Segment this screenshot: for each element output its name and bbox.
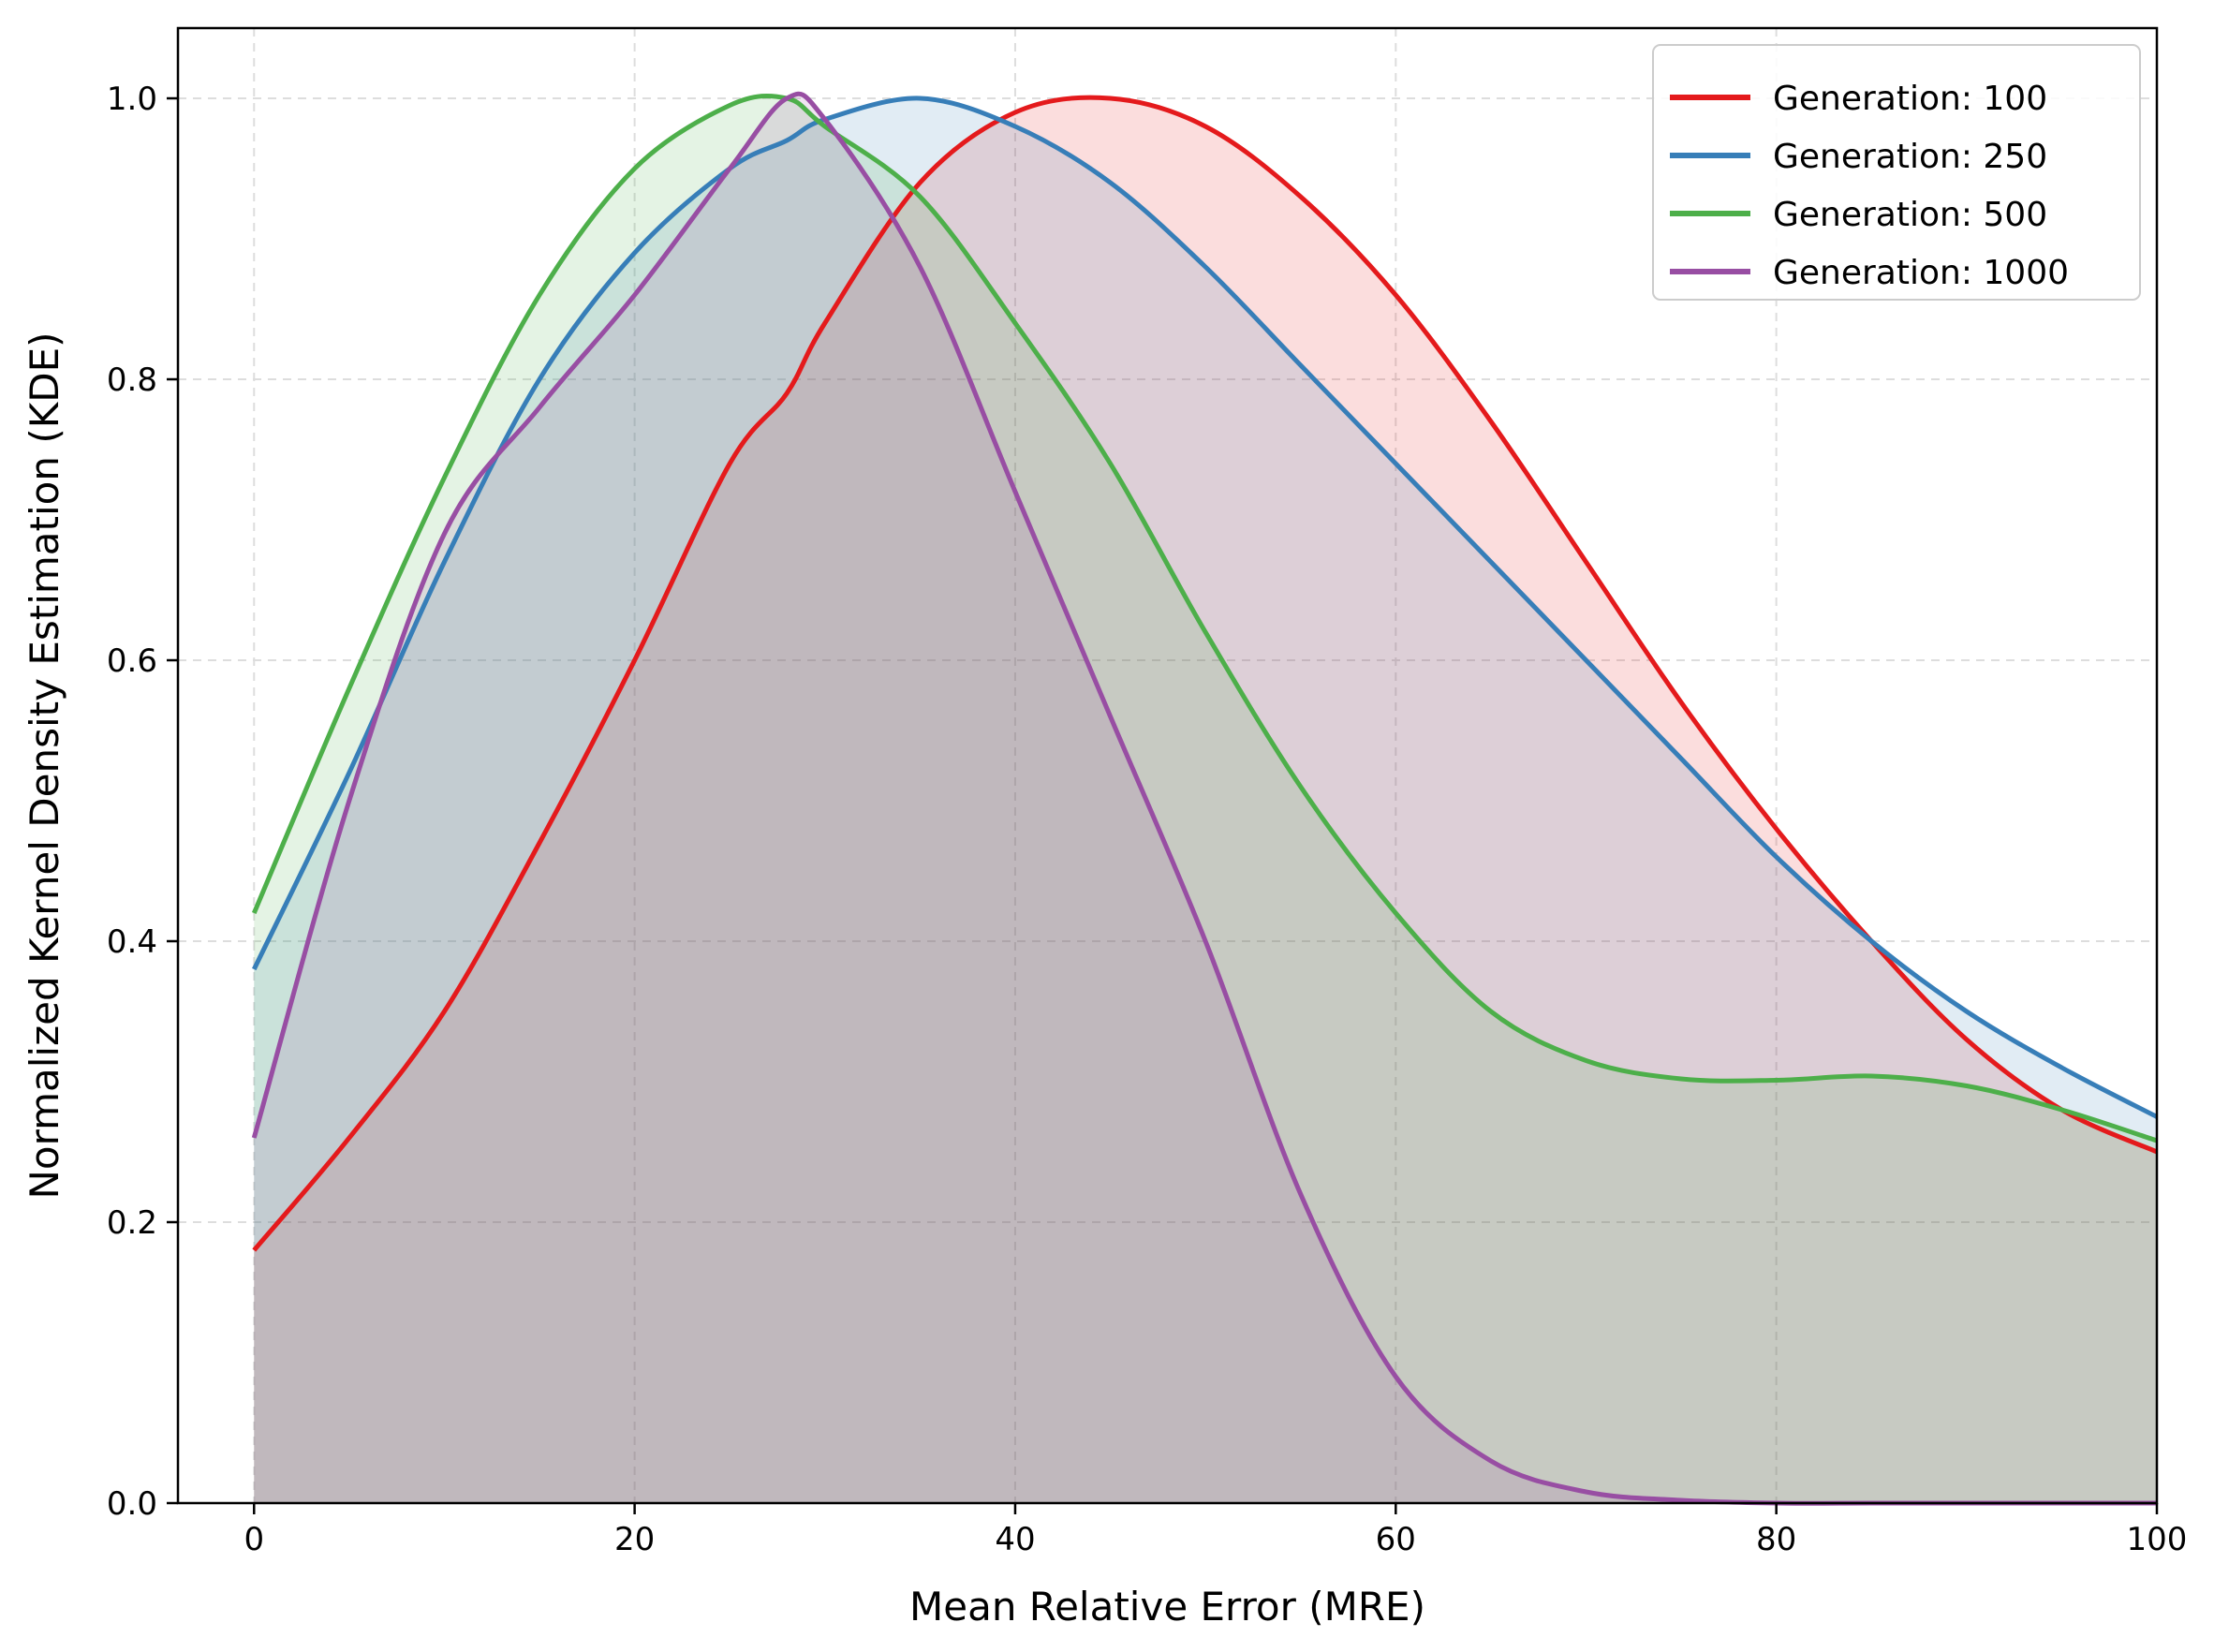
series-area-1 <box>254 97 2157 1504</box>
x-tick-label: 40 <box>995 1521 1035 1558</box>
y-tick-label: 1.0 <box>107 81 157 118</box>
legend-label: Generation: 250 <box>1773 138 2047 176</box>
x-tick-label: 100 <box>2127 1521 2188 1558</box>
series-area-3 <box>254 94 2157 1504</box>
legend: Generation: 100 Generation: 250 Generation… <box>1652 44 2141 301</box>
legend-label: Generation: 500 <box>1773 196 2047 234</box>
y-tick-label: 0.6 <box>107 642 157 680</box>
fill-layer <box>254 94 2157 1504</box>
y-tick-label: 0.4 <box>107 923 157 961</box>
y-tick-label: 0.2 <box>107 1204 157 1242</box>
axes-layer: 0 20 40 60 80 100 0.0 0.2 0.4 0.6 0.8 1.0 Mean Relat… <box>22 26 2188 1630</box>
x-tick-label: 80 <box>1756 1521 1796 1558</box>
x-tick-label: 0 <box>244 1521 264 1558</box>
x-tick-label: 60 <box>1376 1521 1416 1558</box>
series-area-2 <box>254 96 2157 1504</box>
series-line-0 <box>252 95 2159 1252</box>
series-area-0 <box>254 97 2157 1504</box>
series-line-2 <box>251 93 2158 1143</box>
series-line-1 <box>252 96 2159 1119</box>
x-axis-title: Mean Relative Error (MRE) <box>909 1584 1425 1630</box>
x-tick-label: 20 <box>614 1521 655 1558</box>
legend-label: Generation: 1000 <box>1773 254 2069 292</box>
legend-label: Generation: 100 <box>1773 80 2047 118</box>
y-tick-label: 0.8 <box>107 361 157 399</box>
y-tick-label: 0.0 <box>107 1485 157 1523</box>
legend-box <box>1652 44 2141 301</box>
y-axis-title: Normalized Kernel Density Estimation (KD… <box>22 332 67 1199</box>
plot-frame <box>176 26 2159 1505</box>
